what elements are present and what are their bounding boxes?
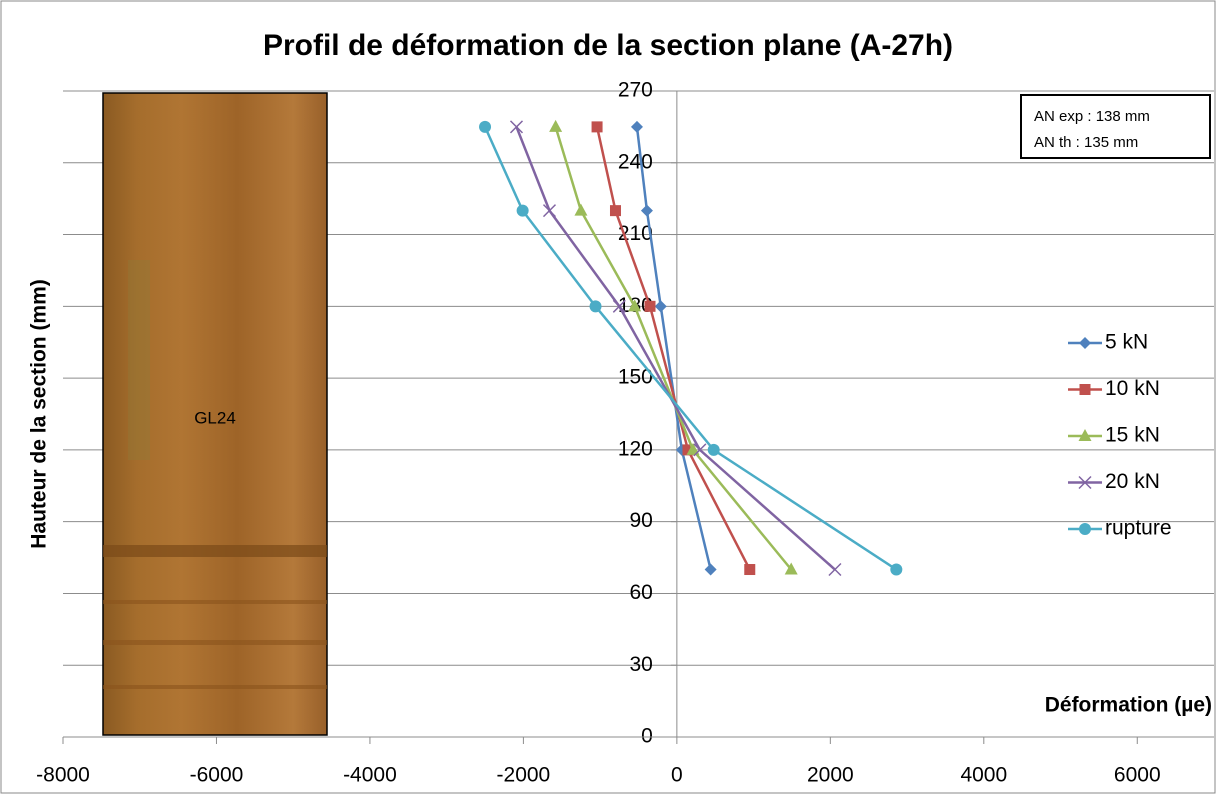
marker [707, 443, 720, 456]
annotation: AN exp : 138 mm [1034, 108, 1150, 125]
image-label: GL24 [194, 408, 236, 427]
marker [1078, 429, 1092, 441]
marker [682, 444, 694, 456]
marker [640, 204, 653, 217]
marker [744, 564, 756, 576]
legend-label: 10 kN [1105, 377, 1160, 400]
y-tick-label: 30 [630, 653, 653, 676]
y-tick-label: 120 [618, 437, 653, 460]
marker [479, 120, 492, 133]
marker [644, 300, 656, 312]
y-tick-label: 270 [618, 79, 653, 102]
x-tick-label: 2000 [807, 764, 854, 787]
legend-label: 5 kN [1105, 331, 1148, 354]
marker [612, 299, 626, 313]
x-tick-label: -4000 [343, 764, 397, 787]
x-tick-label: 6000 [1114, 764, 1161, 787]
marker [686, 442, 700, 455]
legend-label: rupture [1105, 517, 1172, 540]
marker [609, 205, 621, 217]
marker [630, 120, 643, 133]
marker [542, 204, 557, 218]
marker [654, 300, 667, 313]
x-tick-label: -8000 [36, 764, 90, 787]
marker [704, 563, 717, 576]
marker [1079, 384, 1091, 395]
marker [1079, 523, 1091, 535]
marker [589, 300, 602, 313]
wood-image [102, 92, 328, 736]
y-tick-label: 60 [630, 581, 653, 604]
x-tick-label: -2000 [497, 764, 551, 787]
x-tick-label: -6000 [190, 764, 244, 787]
x-tick-label: 4000 [960, 764, 1007, 787]
marker [693, 443, 707, 457]
y-tick-label: 240 [618, 150, 653, 173]
legend-label: 20 kN [1105, 470, 1160, 493]
marker [574, 203, 588, 216]
legend-label: 15 kN [1105, 424, 1160, 447]
marker [591, 121, 603, 133]
marker [1078, 475, 1092, 490]
marker [1079, 337, 1091, 349]
marker [828, 562, 842, 577]
marker [509, 120, 524, 134]
y-tick-label: 150 [618, 366, 653, 389]
y-tick-label: 90 [630, 509, 653, 532]
marker [890, 563, 903, 576]
annotation: AN th : 135 mm [1034, 134, 1138, 151]
x-axis-title: Déformation (µe) [1045, 694, 1212, 717]
marker [549, 119, 563, 132]
x-tick-label: 0 [671, 764, 683, 787]
marker [628, 299, 642, 312]
marker [784, 562, 798, 575]
annotation-box [1020, 94, 1211, 159]
y-tick-label: 0 [641, 725, 653, 748]
marker [516, 204, 529, 217]
y-axis-title: Hauteur de la section (mm) [28, 279, 51, 549]
chart-title: Profil de déformation de la section plan… [263, 29, 953, 62]
